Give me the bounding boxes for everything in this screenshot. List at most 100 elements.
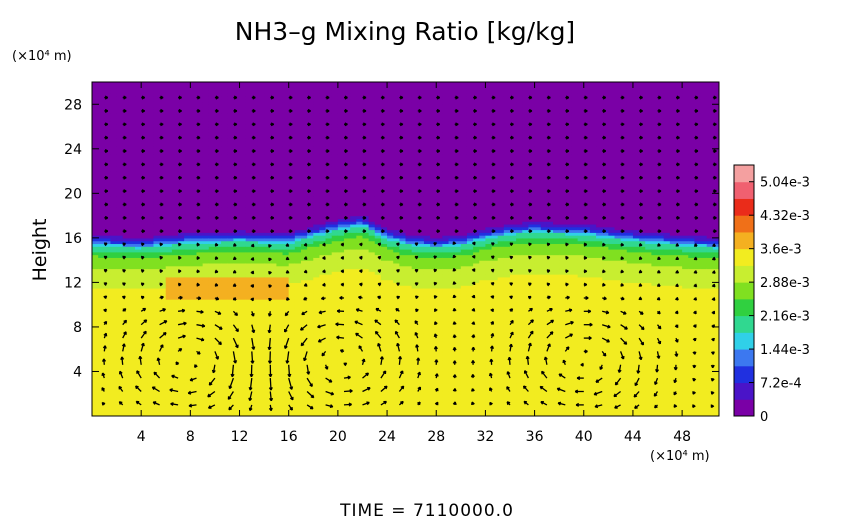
field-cell (307, 87, 314, 91)
field-cell (282, 235, 290, 239)
field-cell (208, 282, 216, 286)
field-cell (98, 134, 105, 139)
field-cell (141, 360, 148, 364)
field-cell (135, 204, 142, 208)
field-cell (147, 165, 155, 169)
field-cell (344, 351, 351, 356)
field-cell (184, 357, 191, 361)
field-cell (153, 151, 161, 155)
field-cell (98, 229, 105, 233)
field-cell (116, 243, 124, 247)
field-cell (208, 204, 216, 208)
field-cell (270, 93, 278, 97)
field-cell (147, 407, 155, 412)
field-cell (184, 276, 191, 281)
field-cell (184, 343, 191, 348)
field-cell (147, 410, 155, 414)
field-cell (171, 257, 179, 261)
field-cell (313, 287, 321, 292)
field-cell (282, 388, 290, 392)
field-cell (178, 146, 185, 150)
field-cell (208, 287, 216, 292)
field-cell (344, 329, 351, 334)
field-cell (98, 218, 105, 222)
field-cell (202, 162, 210, 167)
field-cell (294, 285, 302, 289)
field-cell (116, 351, 124, 356)
field-cell (141, 396, 148, 400)
field-cell (264, 385, 271, 389)
field-cell (307, 390, 314, 395)
field-cell (202, 396, 210, 400)
field-cell (190, 115, 198, 119)
field-cell (239, 301, 247, 306)
field-cell (276, 104, 284, 108)
field-cell (282, 282, 290, 286)
field-cell (178, 168, 185, 172)
field-cell (337, 162, 345, 167)
field-cell (178, 404, 185, 409)
field-cell (153, 221, 161, 225)
field-cell (227, 120, 234, 125)
field-cell (270, 82, 278, 86)
field-cell (239, 290, 247, 295)
field-cell (239, 240, 247, 245)
field-cell (221, 393, 228, 398)
field-cell (184, 201, 191, 206)
field-cell (165, 285, 173, 289)
field-cell (128, 204, 136, 208)
field-cell (245, 393, 253, 398)
field-cell (319, 329, 327, 334)
field-cell (264, 207, 271, 211)
field-cell (221, 159, 228, 164)
field-cell (325, 137, 333, 142)
field-cell (331, 95, 339, 100)
field-cell (276, 293, 284, 297)
field-cell (165, 168, 173, 172)
field-cell (104, 287, 112, 292)
field-cell (307, 198, 314, 203)
field-cell (116, 148, 124, 153)
field-cell (128, 326, 136, 331)
field-cell (245, 237, 253, 242)
field-cell (98, 221, 105, 225)
field-cell (159, 382, 167, 386)
field-cell (227, 168, 234, 172)
field-cell (221, 182, 228, 186)
field-cell (141, 260, 148, 264)
field-cell (282, 410, 290, 414)
field-cell (301, 393, 308, 398)
field-cell (294, 301, 302, 306)
field-cell (264, 123, 271, 128)
field-cell (110, 301, 118, 306)
field-cell (313, 196, 321, 200)
field-cell (104, 118, 112, 122)
field-cell (141, 246, 148, 250)
field-cell (251, 146, 259, 150)
field-cell (245, 282, 253, 286)
field-cell (153, 109, 161, 114)
field-cell (282, 318, 290, 322)
field-cell (276, 276, 284, 281)
field-cell (202, 104, 210, 108)
field-cell (319, 140, 327, 144)
field-cell (307, 326, 314, 331)
field-cell (178, 151, 185, 155)
field-cell (245, 368, 253, 373)
field-cell (307, 179, 314, 183)
field-cell (147, 151, 155, 155)
field-cell (221, 229, 228, 233)
field-cell (288, 368, 296, 373)
field-cell (214, 232, 222, 236)
field-cell (344, 390, 351, 395)
field-cell (313, 360, 321, 364)
field-cell (239, 343, 247, 348)
field-cell (307, 396, 314, 400)
field-cell (190, 402, 198, 406)
field-cell (104, 87, 112, 91)
field-cell (208, 143, 216, 147)
field-cell (141, 326, 148, 331)
field-cell (337, 134, 345, 139)
field-cell (135, 396, 142, 400)
field-cell (153, 93, 161, 97)
